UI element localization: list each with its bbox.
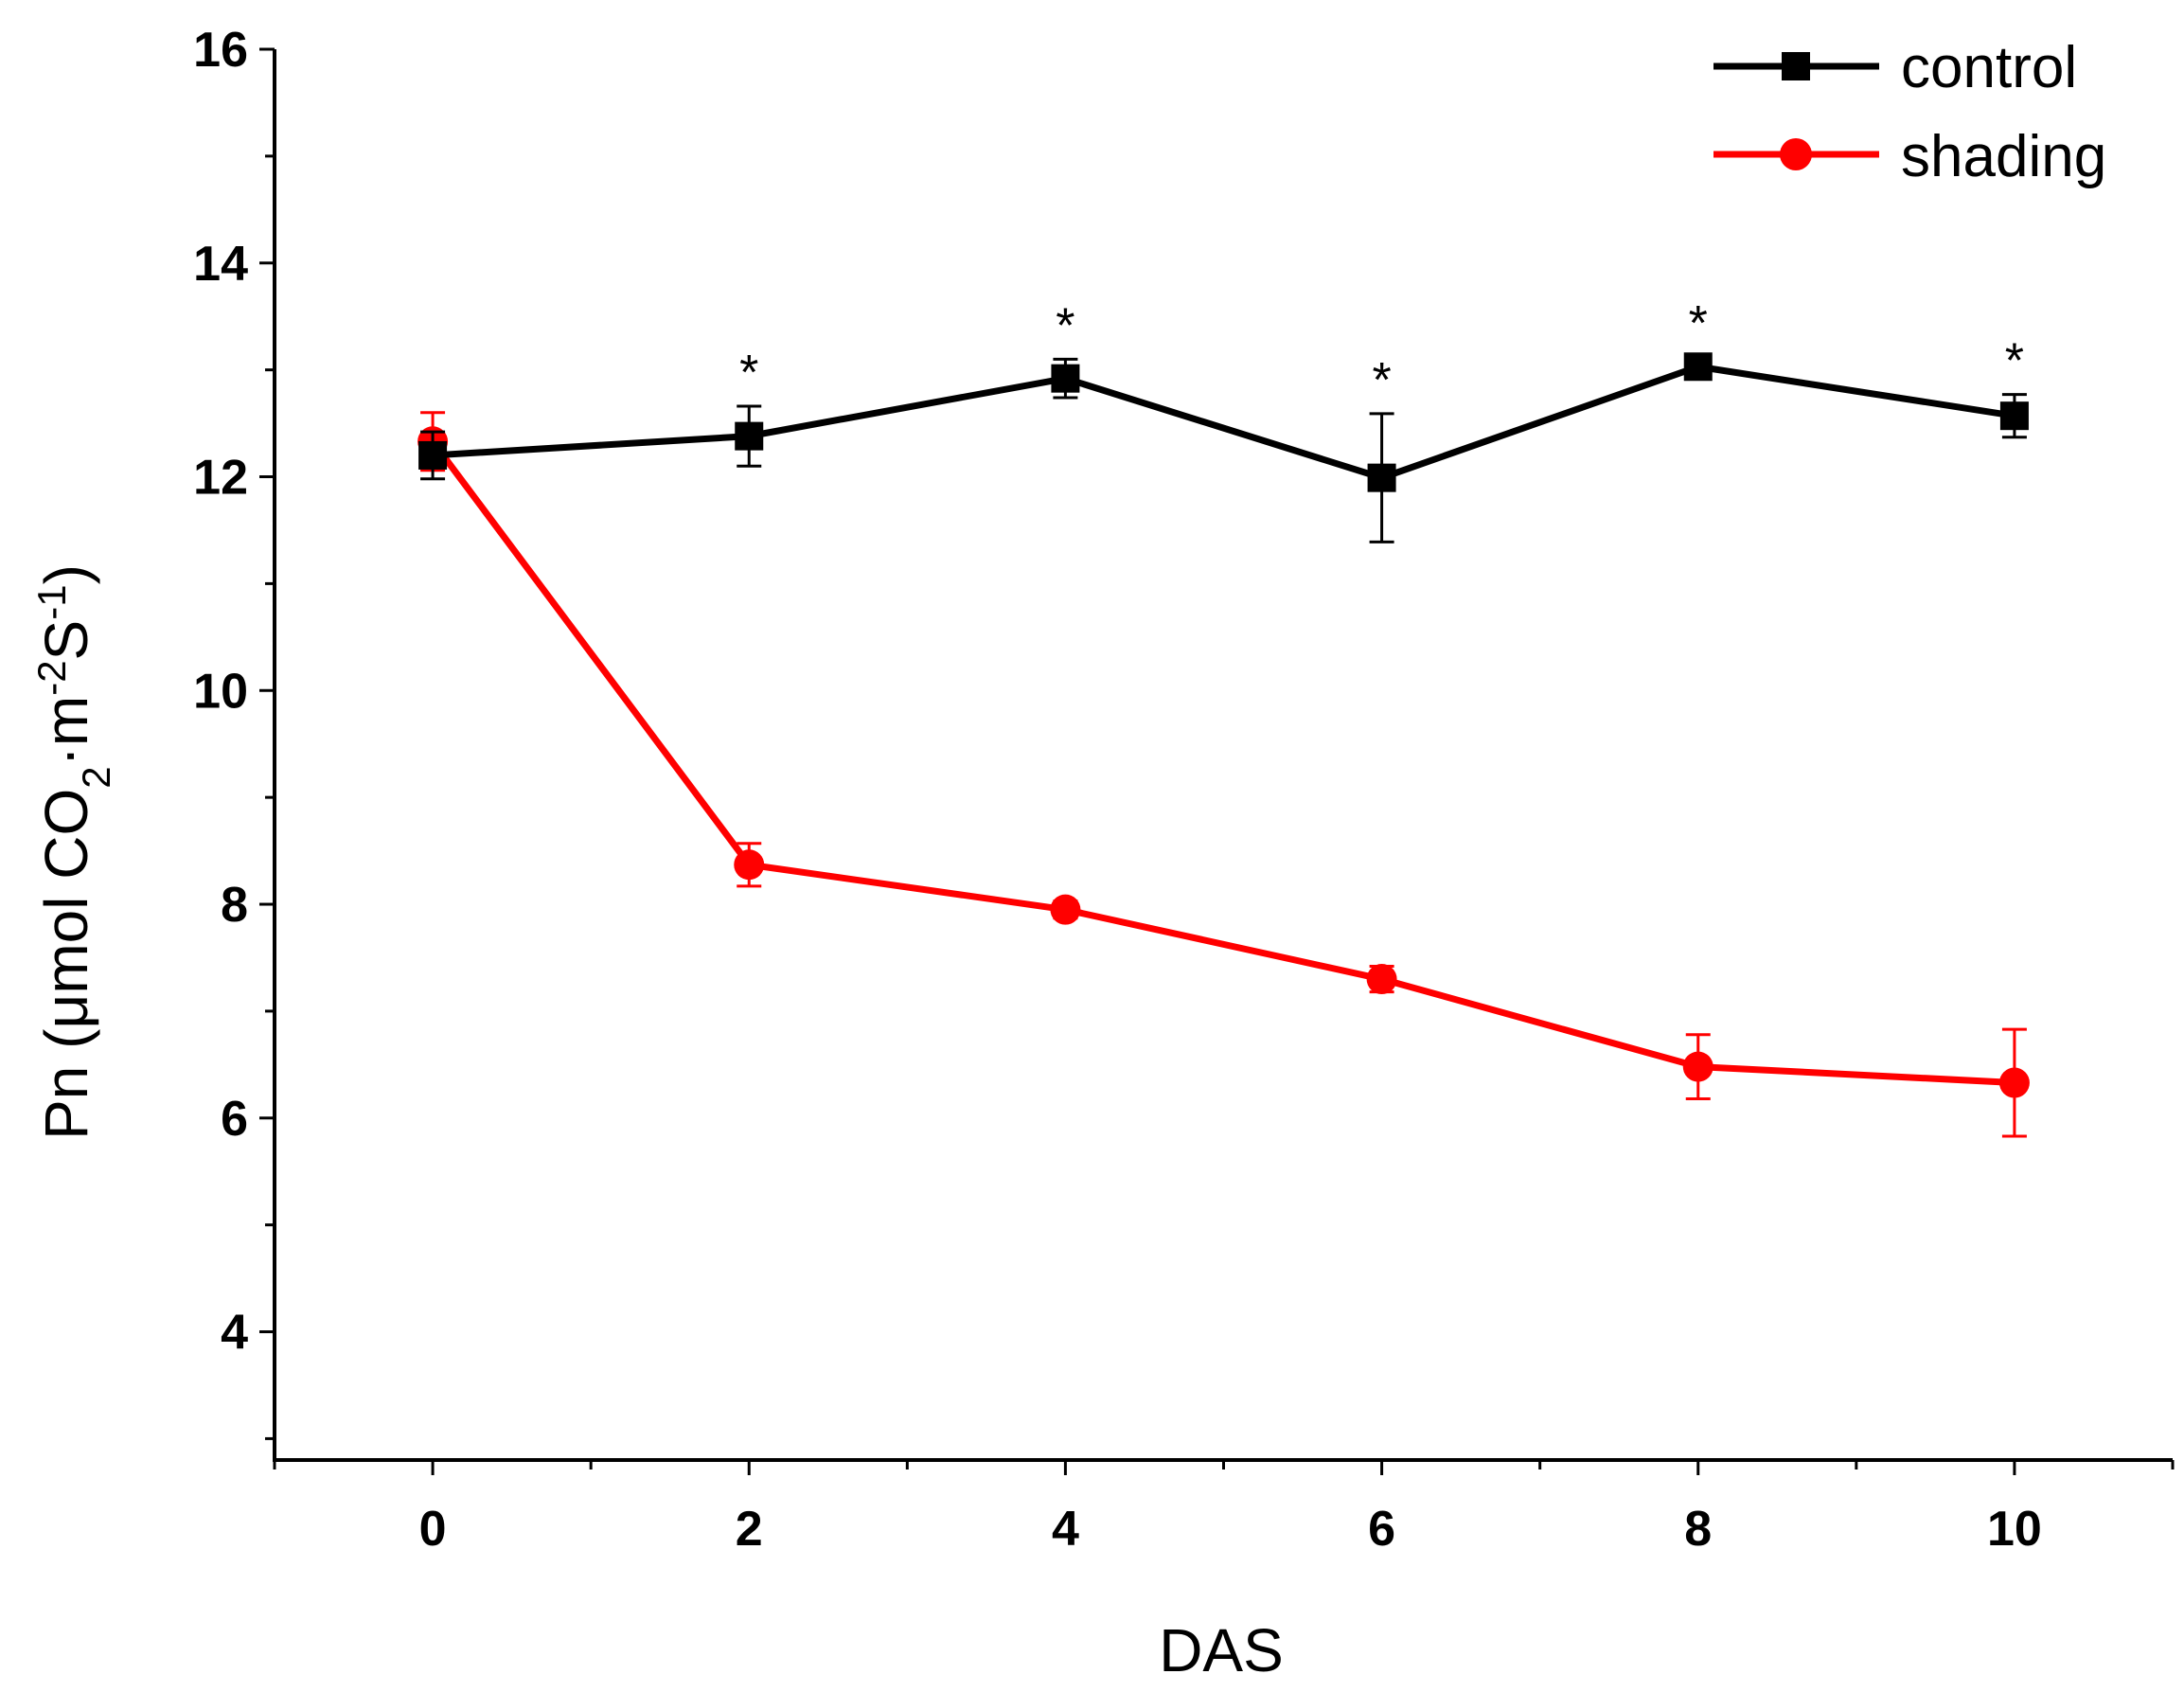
x-tick-label: 4 [1052, 1502, 1079, 1557]
significance-star: * [1689, 296, 1708, 351]
x-tick-label: 2 [736, 1502, 763, 1557]
control-point [735, 421, 764, 451]
axes [273, 49, 2173, 1462]
y-axis-title: Pn (μmol CO2·m-2S-1) [29, 564, 118, 1140]
shading-line [430, 439, 2015, 1087]
shading-point [1682, 1051, 1713, 1082]
shading-point [1998, 1067, 2030, 1098]
significance-star: * [1372, 353, 1391, 408]
series-control [418, 352, 2029, 543]
legend-control-marker [1782, 52, 1810, 80]
significance-star: * [739, 346, 758, 401]
shading-point [1366, 964, 1397, 995]
y-axis-title-mid: ·m [32, 696, 100, 767]
control-point [418, 440, 448, 470]
y-tick-label: 12 [193, 451, 248, 506]
y-tick-label: 8 [221, 878, 248, 933]
x-axis-title: DAS [1159, 1616, 1284, 1684]
y-axis-title-s: S [32, 620, 100, 661]
shading-point [1050, 894, 1081, 925]
control-point [1999, 401, 2029, 431]
legend: control shading [1713, 35, 2106, 189]
significance-star: * [1056, 298, 1074, 353]
y-tick-label: 4 [221, 1306, 248, 1361]
y-tick-label: 10 [193, 664, 248, 719]
shading-point [734, 849, 765, 881]
significance-markers: * * * * * [739, 296, 2024, 408]
x-tick-label: 8 [1684, 1502, 1712, 1557]
control-point [1051, 364, 1080, 393]
series-shading [417, 411, 2030, 1138]
y-axis-title-sup1: -2 [29, 660, 74, 695]
x-tick-label: 6 [1368, 1502, 1395, 1557]
control-point [1683, 352, 1713, 382]
legend-control-label: control [1901, 35, 2077, 100]
y-tick-label: 14 [193, 237, 248, 292]
control-line [432, 363, 2015, 482]
legend-shading-label: shading [1901, 124, 2106, 189]
y-axis-title-prefix: Pn (μmol CO [32, 789, 100, 1140]
x-ticks: 0 2 4 6 8 10 [273, 1460, 2175, 1557]
x-tick-label: 10 [1987, 1502, 2042, 1557]
y-tick-label: 6 [221, 1092, 248, 1147]
y-tick-label: 16 [193, 23, 248, 78]
control-point [1367, 463, 1396, 492]
y-axis-title-sub: 2 [74, 766, 118, 788]
y-axis-title-sup2: -1 [29, 584, 74, 619]
significance-star: * [2005, 334, 2024, 389]
x-tick-label: 0 [419, 1502, 447, 1557]
y-axis-title-suffix: ) [32, 564, 100, 584]
y-ticks: 4 6 8 10 12 14 16 [193, 23, 275, 1440]
legend-shading-marker [1780, 138, 1812, 170]
series-group [417, 352, 2030, 1138]
